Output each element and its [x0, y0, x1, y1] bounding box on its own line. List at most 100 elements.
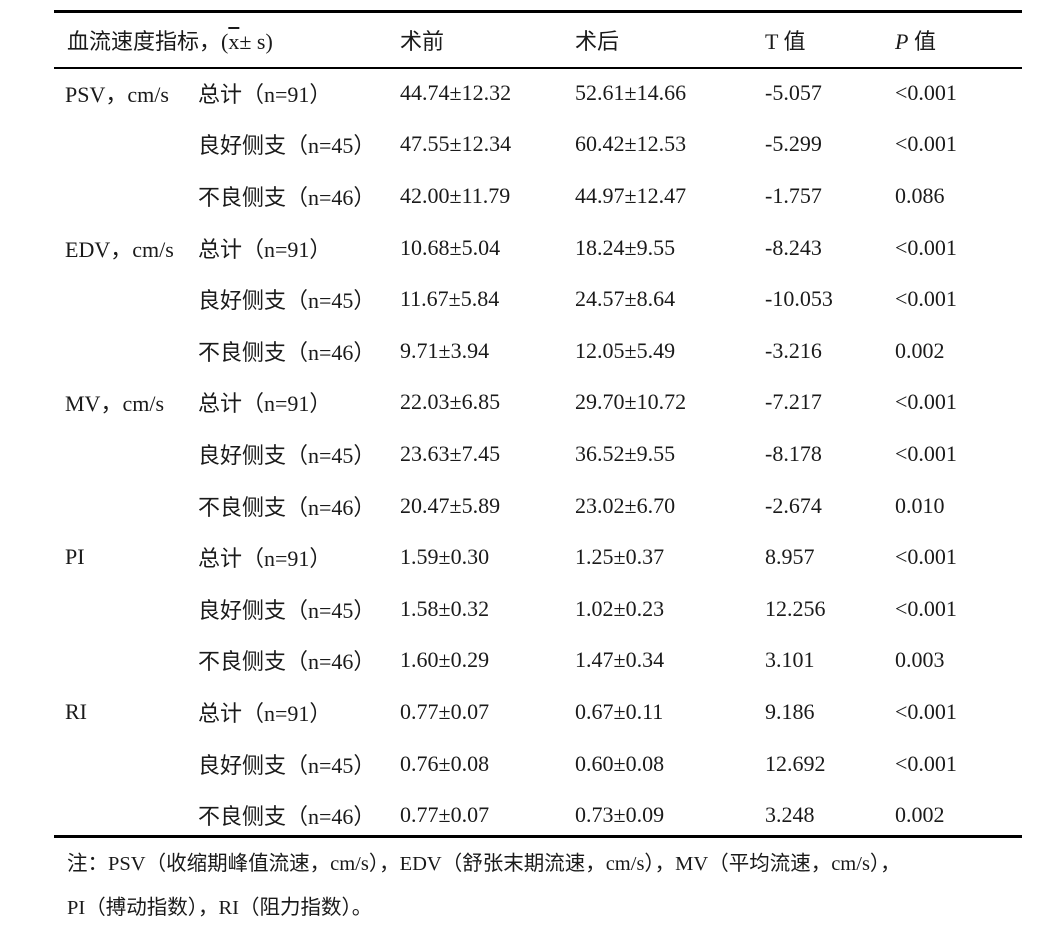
- p-value-cell: <0.001: [895, 544, 957, 570]
- t-value-cell: -10.053: [765, 286, 833, 312]
- table-top-rule: [54, 10, 1022, 13]
- header-p-value: P 值: [895, 29, 936, 54]
- metric-cell: PSV，cm/s: [65, 81, 169, 107]
- table-row: 不良侧支（n=46） 1.60±0.29 1.47±0.34 3.101 0.003: [54, 635, 1022, 687]
- p-value-cell: <0.001: [895, 750, 957, 776]
- t-value-cell: -7.217: [765, 389, 822, 415]
- t-value-cell: -3.216: [765, 337, 822, 363]
- group-cell: 不良侧支（n=46）: [198, 494, 376, 520]
- group-cell: 总计（n=91）: [198, 236, 332, 262]
- t-value-cell: -8.243: [765, 234, 822, 260]
- group-cell: 总计（n=91）: [198, 81, 332, 107]
- p-value-cell: 0.086: [895, 182, 945, 208]
- t-value-cell: 9.186: [765, 698, 815, 724]
- after-cell: 36.52±9.55: [575, 440, 676, 466]
- header-metric: 血流速度指标，(x± s): [67, 29, 273, 54]
- table-row: RI 总计（n=91） 0.77±0.07 0.67±0.11 9.186 <0.001: [54, 686, 1022, 738]
- table-row: PI 总计（n=91） 1.59±0.30 1.25±0.37 8.957 <0.001: [54, 531, 1022, 583]
- metric-cell: [54, 170, 198, 222]
- after-cell: 52.61±14.66: [575, 79, 687, 105]
- metric-cell: [54, 635, 198, 687]
- table-row: 不良侧支（n=46） 9.71±3.94 12.05±5.49 -3.216 0.002: [54, 325, 1022, 377]
- t-value-cell: -5.299: [765, 131, 822, 157]
- table-row: 良好侧支（n=45） 11.67±5.84 24.57±8.64 -10.053 <0.…: [54, 273, 1022, 325]
- before-cell: 23.63±7.45: [400, 440, 501, 466]
- after-cell: 1.47±0.34: [575, 647, 665, 673]
- metric-cell: MV，cm/s: [65, 391, 165, 417]
- group-cell: 良好侧支（n=45）: [198, 133, 376, 159]
- p-value-cell: 0.003: [895, 647, 945, 673]
- table-row: 良好侧支（n=45） 0.76±0.08 0.60±0.08 12.692 <0.001: [54, 738, 1022, 790]
- metric-cell: [54, 119, 198, 171]
- p-value-cell: <0.001: [895, 79, 957, 105]
- p-value-cell: 0.002: [895, 802, 945, 828]
- after-cell: 44.97±12.47: [575, 182, 687, 208]
- t-value-cell: 8.957: [765, 544, 815, 570]
- p-value-cell: <0.001: [895, 131, 957, 157]
- group-cell: 总计（n=91）: [198, 700, 332, 726]
- t-value-cell: -1.757: [765, 182, 822, 208]
- metric-cell: RI: [65, 698, 87, 724]
- table-row: EDV，cm/s 总计（n=91） 10.68±5.04 18.24±9.55 -8.2…: [54, 222, 1022, 274]
- table-row: 不良侧支（n=46） 42.00±11.79 44.97±12.47 -1.757 0.…: [54, 170, 1022, 222]
- before-cell: 22.03±6.85: [400, 389, 501, 415]
- metric-cell: [54, 325, 198, 377]
- group-cell: 不良侧支（n=46）: [198, 649, 376, 675]
- metric-cell: [54, 789, 198, 841]
- table-header-rule: [54, 67, 1022, 69]
- table-row: PSV，cm/s 总计（n=91） 44.74±12.32 52.61±14.66 -5…: [54, 67, 1022, 119]
- table-header-row: 血流速度指标，(x± s) 术前 术后 T 值 P 值: [54, 13, 1022, 67]
- p-value-cell: <0.001: [895, 286, 957, 312]
- before-cell: 0.76±0.08: [400, 750, 490, 776]
- group-cell: 良好侧支（n=45）: [198, 597, 376, 623]
- group-cell: 良好侧支（n=45）: [198, 288, 376, 314]
- p-value-cell: <0.001: [895, 389, 957, 415]
- group-cell: 良好侧支（n=45）: [198, 752, 376, 778]
- t-value-cell: -2.674: [765, 492, 822, 518]
- before-cell: 1.60±0.29: [400, 647, 490, 673]
- after-cell: 60.42±12.53: [575, 131, 687, 157]
- header-t-value: T 值: [765, 29, 806, 54]
- before-cell: 1.59±0.30: [400, 544, 490, 570]
- metric-cell: EDV，cm/s: [65, 236, 174, 262]
- table-row: 良好侧支（n=45） 1.58±0.32 1.02±0.23 12.256 <0.001: [54, 583, 1022, 635]
- header-after: 术后: [575, 29, 620, 54]
- after-cell: 0.67±0.11: [575, 698, 664, 724]
- metric-cell: [54, 738, 198, 790]
- before-cell: 10.68±5.04: [400, 234, 501, 260]
- p-value-cell: <0.001: [895, 595, 957, 621]
- after-cell: 12.05±5.49: [575, 337, 676, 363]
- after-cell: 29.70±10.72: [575, 389, 687, 415]
- before-cell: 20.47±5.89: [400, 492, 501, 518]
- group-cell: 不良侧支（n=46）: [198, 804, 376, 830]
- group-cell: 不良侧支（n=46）: [198, 184, 376, 210]
- t-value-cell: -5.057: [765, 79, 822, 105]
- blood-flow-table: 血流速度指标，(x± s) 术前 术后 T 值 P 值 PSV，cm/s 总计（n…: [54, 13, 1022, 841]
- p-value-cell: 0.010: [895, 492, 945, 518]
- after-cell: 1.02±0.23: [575, 595, 665, 621]
- before-cell: 0.77±0.07: [400, 802, 490, 828]
- header-before: 术前: [400, 29, 445, 54]
- p-value-cell: <0.001: [895, 234, 957, 260]
- before-cell: 0.77±0.07: [400, 698, 490, 724]
- group-cell: 良好侧支（n=45）: [198, 442, 376, 468]
- after-cell: 0.60±0.08: [575, 750, 665, 776]
- metric-cell: [54, 273, 198, 325]
- footnote-line-1: 注：PSV（收缩期峰值流速，cm/s），EDV（舒张末期流速，cm/s），MV（…: [67, 853, 901, 875]
- header-mean-symbol: x: [228, 29, 240, 54]
- after-cell: 0.73±0.09: [575, 802, 665, 828]
- before-cell: 42.00±11.79: [400, 182, 511, 208]
- group-cell: 总计（n=91）: [198, 546, 332, 572]
- table-row: 不良侧支（n=46） 0.77±0.07 0.73±0.09 3.248 0.002: [54, 789, 1022, 841]
- t-value-cell: 12.256: [765, 595, 826, 621]
- after-cell: 23.02±6.70: [575, 492, 676, 518]
- metric-cell: [54, 480, 198, 532]
- table-footnote: 注：PSV（收缩期峰值流速，cm/s），EDV（舒张末期流速，cm/s），MV（…: [67, 842, 1027, 930]
- table-row: 良好侧支（n=45） 23.63±7.45 36.52±9.55 -8.178 <0.0…: [54, 428, 1022, 480]
- before-cell: 9.71±3.94: [400, 337, 490, 363]
- table-row: 不良侧支（n=46） 20.47±5.89 23.02±6.70 -2.674 0.01…: [54, 480, 1022, 532]
- p-value-cell: 0.002: [895, 337, 945, 363]
- table-row: MV，cm/s 总计（n=91） 22.03±6.85 29.70±10.72 -7.2…: [54, 377, 1022, 429]
- t-value-cell: 12.692: [765, 750, 826, 776]
- before-cell: 1.58±0.32: [400, 595, 490, 621]
